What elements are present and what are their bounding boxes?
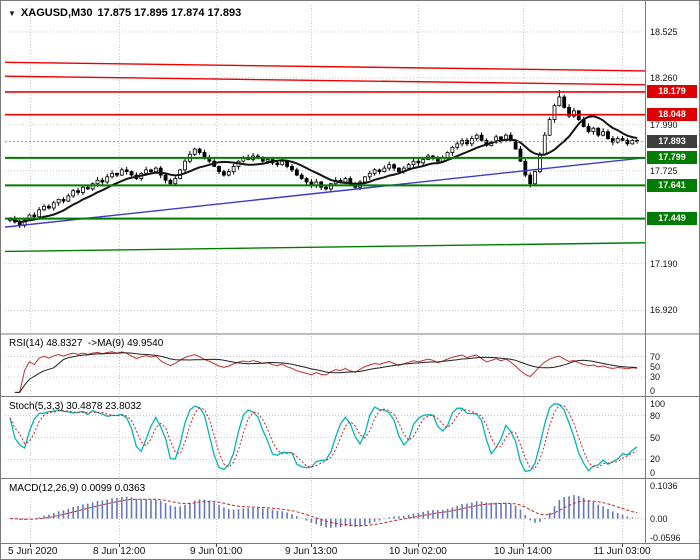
- ma-line: [9, 115, 638, 223]
- stochastic-lines: [9, 403, 638, 473]
- macd-tick-0.00: 0.00: [650, 513, 668, 524]
- moving-average-line[interactable]: [9, 115, 638, 223]
- price-tick-18.525: 18.525: [650, 26, 678, 37]
- red-channel-lower-trendline[interactable]: [5, 75, 645, 86]
- price-tick-17.725: 17.725: [650, 165, 678, 176]
- price-badge-17.449: 17.449: [647, 212, 697, 226]
- time-axis-label[interactable]: 10 Jun 14:00: [494, 546, 552, 557]
- macd-tick--0.0596: -0.0596: [650, 533, 681, 543]
- macd-tick-0.1036: 0.1036: [650, 481, 678, 491]
- chart-title: ▼ XAGUSD,M30 17.875 17.895 17.874 17.893: [8, 7, 241, 19]
- price-tick-16.920: 16.920: [650, 305, 678, 316]
- red-channel-upper-trendline[interactable]: [5, 61, 645, 72]
- time-axis-label[interactable]: 10 Jun 02:00: [389, 546, 447, 557]
- price-tick-18.260: 18.260: [650, 72, 678, 83]
- stoch-tick-0: 0: [650, 468, 656, 478]
- horizontal-levels[interactable]: [5, 91, 645, 220]
- rsi-ma-line: [14, 352, 638, 393]
- rsi-tick-0: 0: [650, 386, 656, 396]
- trendlines[interactable]: [5, 61, 645, 253]
- time-axis-label[interactable]: 9 Jun 13:00: [285, 546, 338, 557]
- macd-histogram: [9, 495, 638, 528]
- price-badge-18.048: 18.048: [647, 108, 697, 122]
- stochastic-indicator-label: Stoch(5,3,3) 30.4878 23.8032: [9, 401, 142, 412]
- ohlc-quote-label: 17.875 17.895 17.874 17.893: [97, 7, 242, 19]
- symbol-marker-icon: ▼: [8, 8, 16, 18]
- time-axis-label[interactable]: 8 Jun 12:00: [93, 546, 146, 557]
- price-badge-17.799: 17.799: [647, 151, 697, 165]
- symbol-timeframe-label: XAGUSD,M30: [20, 7, 93, 19]
- stoch-signal-line: [9, 404, 638, 469]
- price-badge-17.893: 17.893: [647, 135, 697, 149]
- stoch-tick-50: 50: [650, 432, 661, 443]
- ascending-blue-trendline[interactable]: [5, 157, 645, 228]
- time-axis-label[interactable]: 5 Jun 2020: [8, 546, 58, 557]
- price-badge-17.641: 17.641: [647, 178, 697, 192]
- price-tick-17.990: 17.990: [650, 119, 678, 130]
- rsi-tick-30: 30: [650, 372, 661, 383]
- price-tick-17.190: 17.190: [650, 258, 678, 269]
- ascending-green-trendline[interactable]: [5, 242, 645, 253]
- stoch-tick-100: 100: [650, 399, 666, 409]
- price-badge-18.179: 18.179: [647, 85, 697, 99]
- time-axis-label[interactable]: 11 Jun 03:00: [593, 546, 651, 557]
- rsi-indicator-label: RSI(14) 48.8327 ->MA(9) 49.9540: [9, 338, 164, 349]
- stoch-tick-20: 20: [650, 454, 661, 465]
- gridlines: [5, 5, 645, 542]
- macd-indicator-label: MACD(12,26,9) 0.0099 0.0363: [9, 483, 146, 494]
- stoch-tick-80: 80: [650, 410, 661, 421]
- time-axis-label[interactable]: 9 Jun 01:00: [190, 546, 243, 557]
- candlestick-series: [8, 90, 640, 229]
- macd-signal-line: [9, 498, 638, 527]
- rsi-lines: [14, 351, 638, 393]
- rsi-tick-50: 50: [650, 361, 661, 372]
- rsi-tick-70: 70: [650, 351, 661, 362]
